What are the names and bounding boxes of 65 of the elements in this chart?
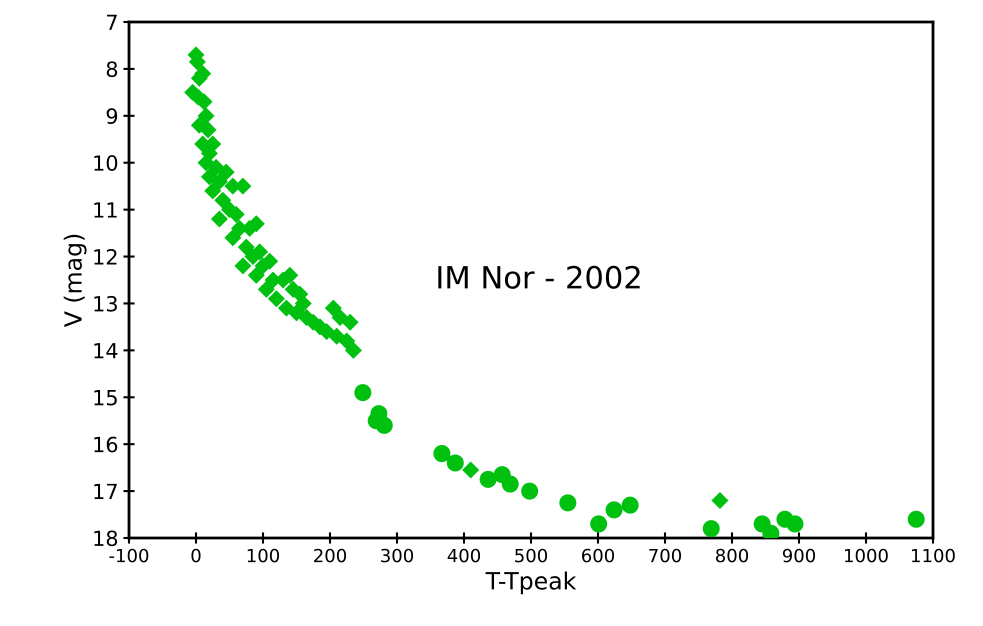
annotation: IM Nor - 2002 (438, 266, 640, 289)
y-tick-label: 7 (107, 14, 117, 30)
point (344, 342, 362, 359)
point (198, 154, 215, 172)
x-axis-title: T-Tpeak (486, 571, 576, 594)
x-tick-label: 900 (782, 548, 816, 562)
x-tick-label: 0 (191, 548, 201, 562)
y-tick-label: 18 (94, 530, 118, 546)
point (200, 121, 217, 138)
x-tick-label: 800 (716, 548, 748, 562)
point (559, 494, 576, 512)
point (210, 172, 228, 190)
point (342, 314, 359, 331)
y-tick-label: 17 (94, 484, 117, 500)
point (328, 328, 346, 345)
point (238, 238, 255, 256)
y-axis-title: V (mag) (64, 234, 87, 328)
point (354, 384, 372, 402)
x-tick-label: 400 (448, 548, 480, 562)
x-tick-label: 1100 (912, 548, 955, 562)
x-tick-label: 500 (515, 548, 548, 562)
point (462, 461, 480, 478)
x-tick-label: 300 (381, 548, 414, 562)
point (338, 332, 356, 350)
point (204, 182, 222, 200)
y-tick-label: 9 (106, 108, 118, 124)
point (268, 290, 285, 308)
x-tick-label: 200 (314, 548, 346, 562)
point (198, 107, 215, 124)
point (521, 482, 538, 500)
y-tick-label: 14 (94, 343, 118, 358)
point (258, 280, 275, 298)
y-tick-label: 10 (94, 155, 118, 171)
x-tick-label: 1000 (845, 548, 888, 562)
point (622, 496, 639, 514)
point (376, 416, 393, 434)
point (278, 300, 295, 317)
x-tick-label: 600 (582, 548, 614, 562)
point (324, 300, 342, 317)
point (702, 520, 720, 538)
x-tick-label: -100 (109, 548, 148, 562)
point (786, 515, 804, 532)
x-tick-label: 100 (248, 548, 280, 562)
point (214, 192, 232, 209)
y-tick-label: 16 (94, 436, 118, 452)
point (711, 492, 728, 509)
point (480, 470, 497, 488)
y-tick-label: 8 (106, 61, 118, 78)
point (210, 210, 228, 228)
point (234, 257, 252, 274)
point (224, 229, 242, 246)
y-tick-label: 13 (94, 296, 117, 312)
y-tick-label: 15 (94, 390, 117, 406)
point (218, 164, 235, 181)
point (502, 476, 519, 493)
x-tick-label: 700 (649, 548, 682, 562)
y-tick-label: 12 (94, 249, 116, 264)
point (606, 501, 623, 518)
point (590, 515, 608, 532)
point (248, 266, 265, 284)
point (908, 510, 925, 528)
point (288, 304, 306, 322)
point (446, 454, 464, 472)
point (433, 445, 450, 462)
y-tick-label: 11 (94, 202, 117, 218)
